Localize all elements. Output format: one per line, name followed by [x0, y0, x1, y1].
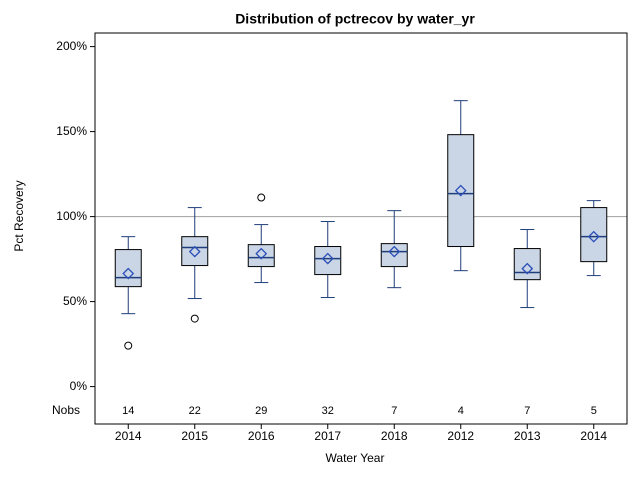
nobs-value: 7 [391, 405, 397, 417]
x-tick-label: 2018 [381, 429, 408, 443]
mean-marker [255, 247, 268, 260]
mean-marker [388, 245, 401, 258]
mean-marker [521, 262, 534, 275]
mean-marker [188, 245, 201, 258]
y-tick-label: 0% [70, 379, 88, 393]
x-tick-label: 2016 [248, 429, 275, 443]
outlier [124, 341, 133, 350]
outlier [190, 314, 199, 323]
box [580, 207, 608, 263]
x-axis-label: Water Year [326, 451, 385, 465]
mean-marker [454, 184, 467, 197]
box [314, 246, 342, 276]
box [181, 236, 209, 267]
box [380, 243, 408, 268]
nobs-value: 32 [322, 405, 334, 417]
nobs-value: 29 [255, 405, 267, 417]
y-tick-label: 50% [63, 294, 87, 308]
mean-marker [321, 252, 334, 265]
box [247, 244, 275, 268]
mean-marker [122, 267, 135, 280]
nobs-label: Nobs [52, 403, 80, 417]
x-tick-label: 2013 [514, 429, 541, 443]
chart-title: Distribution of pctrecov by water_yr [235, 11, 475, 27]
y-tick-label: 200% [56, 39, 87, 53]
y-tick-label: 150% [56, 124, 87, 138]
x-tick-label: 2017 [314, 429, 341, 443]
x-tick-label: 2014 [115, 429, 142, 443]
x-tick-label: 2012 [447, 429, 474, 443]
nobs-value: 4 [458, 405, 464, 417]
nobs-value: 7 [524, 405, 530, 417]
box [447, 134, 475, 248]
outlier [257, 193, 266, 202]
nobs-value: 5 [591, 405, 597, 417]
x-tick-label: 2015 [181, 429, 208, 443]
nobs-value: 22 [189, 405, 201, 417]
nobs-value: 14 [122, 405, 134, 417]
mean-marker [587, 230, 600, 243]
y-axis-label: Pct Recovery [12, 180, 26, 251]
x-tick-label: 2014 [580, 429, 607, 443]
y-tick-label: 100% [56, 209, 87, 223]
plot-frame [94, 32, 628, 425]
